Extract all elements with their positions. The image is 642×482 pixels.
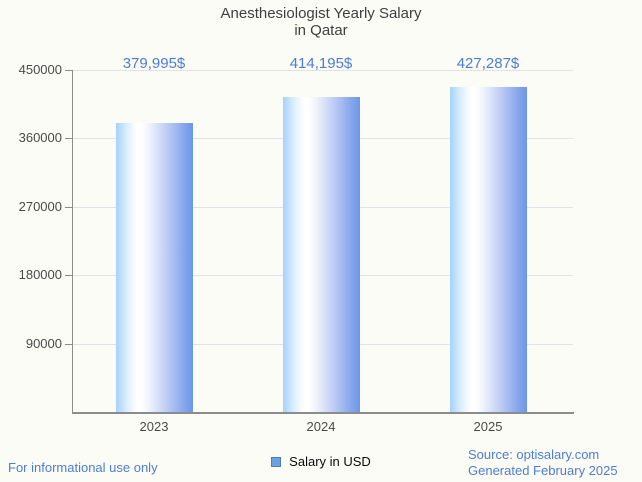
bar-2023 <box>116 123 193 412</box>
legend-swatch-icon <box>271 456 282 467</box>
chart-title: Anesthesiologist Yearly Salary in Qatar <box>0 5 642 39</box>
disclaimer-text: For informational use only <box>8 460 158 475</box>
x-axis-label-2023: 2023 <box>139 419 169 434</box>
y-axis-label: 180000 <box>18 267 62 283</box>
chart-legend: Salary in USD <box>0 454 642 469</box>
gridline <box>73 70 573 71</box>
chart-title-line1: Anesthesiologist Yearly Salary <box>220 5 422 22</box>
source-attribution: Source: optisalary.com Generated Februar… <box>468 447 618 479</box>
y-axis-label: 450000 <box>18 62 62 77</box>
generated-text: Generated February 2025 <box>468 463 618 478</box>
y-axis-tick <box>65 343 73 345</box>
y-axis-tick <box>65 275 73 277</box>
bar-value-label-2025: 427,287$ <box>456 55 520 72</box>
bar-value-label-2023: 379,995$ <box>122 55 186 72</box>
bar-2025 <box>450 87 527 412</box>
y-axis-label: 270000 <box>18 198 62 214</box>
y-axis-tick <box>65 70 73 71</box>
y-axis-label: 90000 <box>25 335 62 351</box>
x-axis-label-2024: 2024 <box>306 419 336 434</box>
x-axis-label-2025: 2025 <box>473 419 503 434</box>
y-axis-tick <box>65 206 73 208</box>
plot-area <box>72 70 574 414</box>
bar-2024 <box>283 97 360 412</box>
legend-label: Salary in USD <box>289 454 371 469</box>
chart-title-line2: in Qatar <box>294 22 348 39</box>
source-text: Source: optisalary.com <box>468 447 600 462</box>
y-axis-tick <box>65 138 73 140</box>
y-axis-label: 360000 <box>18 130 62 146</box>
bar-value-label-2024: 414,195$ <box>289 55 353 72</box>
